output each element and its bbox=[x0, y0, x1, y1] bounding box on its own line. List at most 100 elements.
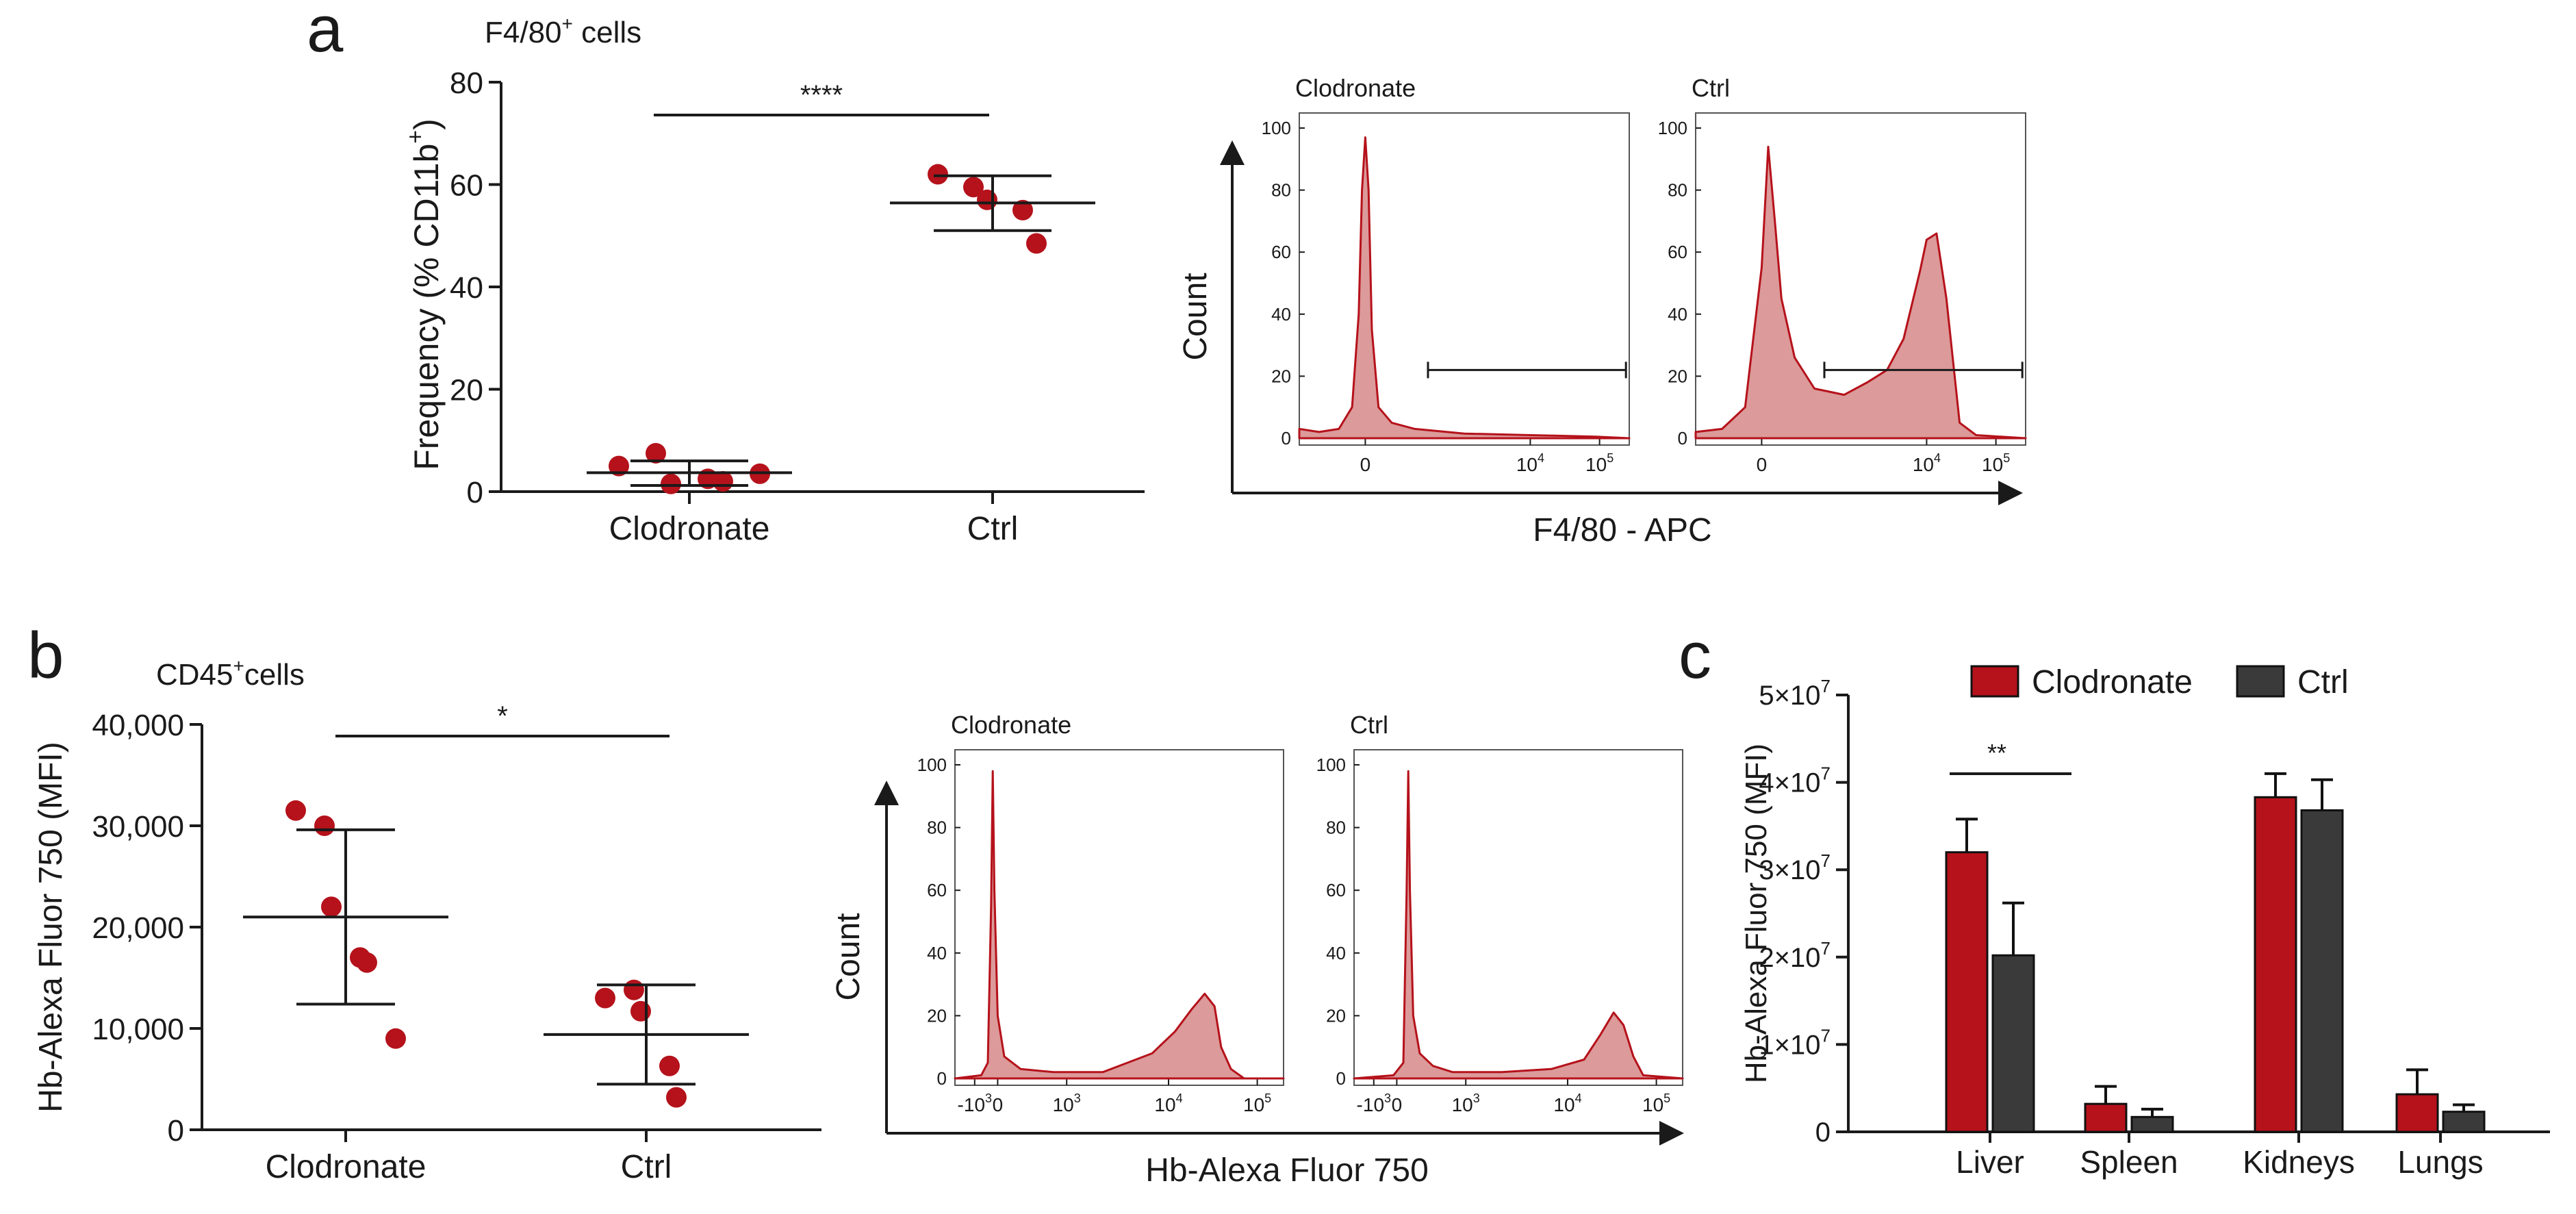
panel-a-y-axis-label: Frequency (% CD11b+) bbox=[403, 118, 446, 470]
panel-b-y-tick-label: 0 bbox=[168, 1114, 184, 1148]
panel-a-hist-ctrl-frame bbox=[1695, 112, 2026, 446]
panel-b-hist-ctrl-x-tick-label: 103 bbox=[1452, 1091, 1480, 1115]
panel-c-bar bbox=[1991, 954, 2035, 1133]
panel-c-legend-label: Ctrl bbox=[2297, 664, 2349, 700]
panel-b-hist-clodronate-y-tick-label: 60 bbox=[927, 880, 947, 900]
panel-a-hist-clodronate-frame bbox=[1299, 112, 1630, 446]
panel-b-hist-clodronate-x-tick-label: 104 bbox=[1154, 1091, 1182, 1115]
panel-c-x-tick-label: Lungs bbox=[2397, 1144, 2483, 1180]
panel-a-y-tick-label: 40 bbox=[450, 271, 483, 305]
panel-c-y-tick-label: 0 bbox=[1815, 1117, 1831, 1148]
panel-a-data-point bbox=[963, 177, 984, 198]
panel-b-hist-clodronate-x-tick-label: 0 bbox=[993, 1094, 1004, 1115]
panel-a-x-tick-label: Clodronate bbox=[609, 511, 770, 547]
panel-c-y-tick-label: 1×107 bbox=[1759, 1025, 1831, 1060]
panel-a-hist-clodronate-y-tick-label: 60 bbox=[1271, 242, 1291, 262]
panel-b-hist-clodronate-x-tick-label: 105 bbox=[1243, 1091, 1271, 1115]
panel-b-data-point bbox=[314, 815, 335, 836]
panel-b-scatter-chart: CD45+cells 0 10,000 20,000 30,000 40,000 Clod… bbox=[33, 655, 821, 1185]
panel-b-hist-ctrl-y-tick-label: 80 bbox=[1326, 818, 1346, 838]
panel-a-hist-x-arrowhead bbox=[1998, 481, 2023, 505]
panel-a-data-point bbox=[1026, 233, 1047, 254]
panel-b-data-point bbox=[357, 952, 377, 973]
panel-c-y-tick-label: 4×107 bbox=[1759, 763, 1831, 798]
panel-b-hist-ctrl-x-tick-label: 104 bbox=[1553, 1091, 1581, 1115]
panel-b-hist-clodronate-title: Clodronate bbox=[951, 711, 1071, 739]
panel-b-hist-clodronate-y-tick-label: 0 bbox=[937, 1068, 947, 1089]
panel-a-hist-x-axis-label: F4/80 - APC bbox=[1533, 512, 1711, 548]
panel-b-hist-ctrl-y-tick-label: 60 bbox=[1326, 880, 1346, 900]
panel-c-significance-label: ** bbox=[1987, 739, 2006, 767]
panel-a-hist-clodronate-y-tick-label: 0 bbox=[1281, 428, 1291, 448]
panel-a-data-point bbox=[713, 471, 733, 492]
panel-b-hist-ctrl-frame bbox=[1353, 749, 1683, 1086]
panel-a-data-point bbox=[661, 473, 681, 494]
panel-c-legend-label: Clodronate bbox=[2032, 664, 2193, 700]
panel-b-data-point bbox=[630, 1000, 651, 1022]
panel-a-hist-ctrl-y-tick-label: 60 bbox=[1668, 242, 1687, 262]
panel-c-bar bbox=[2395, 1093, 2439, 1133]
panel-c-bar bbox=[2300, 809, 2344, 1133]
panel-b-hist-ctrl-title: Ctrl bbox=[1350, 711, 1388, 739]
panel-b-histograms: Count Hb-Alexa Fluor 750 Clodronate 0 20 40 60… bbox=[830, 711, 1684, 1189]
panel-a-hist-ctrl-y-tick-label: 100 bbox=[1658, 118, 1687, 138]
panel-a-hist-clodronate-title: Clodronate bbox=[1295, 74, 1416, 102]
panel-b-hist-count-arrowhead bbox=[874, 781, 899, 805]
panel-a-hist-y-axis-label: Count bbox=[1177, 273, 1214, 360]
panel-a-hist-clodronate-y-tick-label: 40 bbox=[1271, 304, 1291, 325]
panel-b-y-tick-label: 20,000 bbox=[92, 911, 184, 945]
panel-a-data-point bbox=[646, 442, 666, 464]
panel-a-hist-clodronate-y-tick-label: 20 bbox=[1271, 366, 1291, 386]
panel-b-hist-ctrl-x-tick-label: -103 bbox=[1357, 1091, 1391, 1115]
panel-b-hist-ctrl-y-tick-label: 20 bbox=[1326, 1005, 1346, 1026]
panel-c-bar bbox=[2130, 1115, 2174, 1133]
panel-c-legend-swatch bbox=[1970, 665, 2019, 698]
panel-c-x-tick-label: Kidneys bbox=[2243, 1144, 2355, 1180]
panel-a-y-tick-label: 0 bbox=[467, 476, 483, 509]
panel-a-hist-clodronate-x-tick-label: 105 bbox=[1585, 451, 1614, 475]
panel-a-y-tick-label: 20 bbox=[450, 374, 483, 407]
panel-a-hist-ctrl-histogram-area bbox=[1694, 145, 2027, 440]
panel-c-y-tick-label: 3×107 bbox=[1759, 850, 1831, 885]
panel-b-significance-label: * bbox=[497, 701, 508, 731]
panel-c-bar-chart: 0 1×107 2×107 3×107 4×107 5×107 Hb-Alexa Fluor… bbox=[1739, 664, 2550, 1180]
panel-b-hist-ctrl-y-tick-label: 40 bbox=[1326, 943, 1346, 963]
panel-a-x-tick-label: Ctrl bbox=[967, 511, 1019, 547]
panel-c-bar bbox=[2254, 796, 2297, 1133]
panel-b-hist-ctrl-y-tick-label: 100 bbox=[1316, 755, 1346, 775]
panel-b-hist-clodronate-y-tick-label: 20 bbox=[927, 1005, 947, 1026]
panel-b-hist-ctrl-histogram-area bbox=[1353, 770, 1684, 1080]
panel-b-hist-ctrl-x-tick-label: 105 bbox=[1642, 1091, 1670, 1115]
panel-a-data-point bbox=[1012, 199, 1033, 220]
panel-c-y-tick-label: 2×107 bbox=[1759, 938, 1831, 973]
panel-b-data-point bbox=[666, 1087, 687, 1108]
panel-c-bar bbox=[2084, 1102, 2128, 1133]
panel-a-title: F4/80+ cells bbox=[485, 13, 641, 49]
panel-b-y-axis-label: Hb-Alexa Fluor 750 (MFI) bbox=[33, 742, 69, 1112]
panel-b-hist-clodronate-x-tick-label: 103 bbox=[1053, 1091, 1081, 1115]
panel-b-data-point bbox=[285, 800, 306, 821]
panel-b-x-tick-label: Clodronate bbox=[266, 1149, 426, 1185]
panel-a-hist-ctrl-y-tick-label: 80 bbox=[1668, 180, 1687, 201]
panel-a-hist-ctrl-y-tick-label: 20 bbox=[1668, 366, 1687, 386]
panel-a-hist-ctrl-title: Ctrl bbox=[1692, 74, 1730, 102]
panel-a-y-tick-label: 60 bbox=[450, 169, 483, 203]
panel-b-data-point bbox=[659, 1055, 680, 1076]
panel-b-y-tick-label: 10,000 bbox=[92, 1013, 184, 1046]
panel-b-hist-clodronate-frame bbox=[954, 749, 1284, 1086]
panel-c-bar bbox=[2442, 1111, 2486, 1133]
panel-b-y-tick-label: 30,000 bbox=[92, 810, 184, 844]
panel-b-hist-clodronate-y-tick-label: 40 bbox=[927, 943, 947, 963]
panel-c-y-axis-label: Hb-Alexa Fluor 750 (MFI) bbox=[1739, 744, 1773, 1083]
panel-c-x-tick-label: Spleen bbox=[2080, 1144, 2178, 1180]
panel-b-hist-x-axis-label: Hb-Alexa Fluor 750 bbox=[1145, 1152, 1429, 1189]
panel-c-legend-swatch bbox=[2236, 665, 2285, 698]
panel-a-hist-ctrl-x-tick-label: 104 bbox=[1913, 451, 1941, 475]
panel-b-hist-clodronate-histogram-area bbox=[954, 770, 1285, 1080]
panel-label-a: a bbox=[307, 0, 344, 66]
panel-b-title: CD45+cells bbox=[156, 655, 305, 692]
panel-a-hist-clodronate-x-tick-label: 104 bbox=[1516, 451, 1544, 475]
panel-c-y-tick-label: 5×107 bbox=[1759, 676, 1831, 711]
panel-b-hist-clodronate-x-tick-label: -103 bbox=[958, 1091, 992, 1115]
panel-b-hist-ctrl-x-tick-label: 0 bbox=[1392, 1094, 1403, 1115]
